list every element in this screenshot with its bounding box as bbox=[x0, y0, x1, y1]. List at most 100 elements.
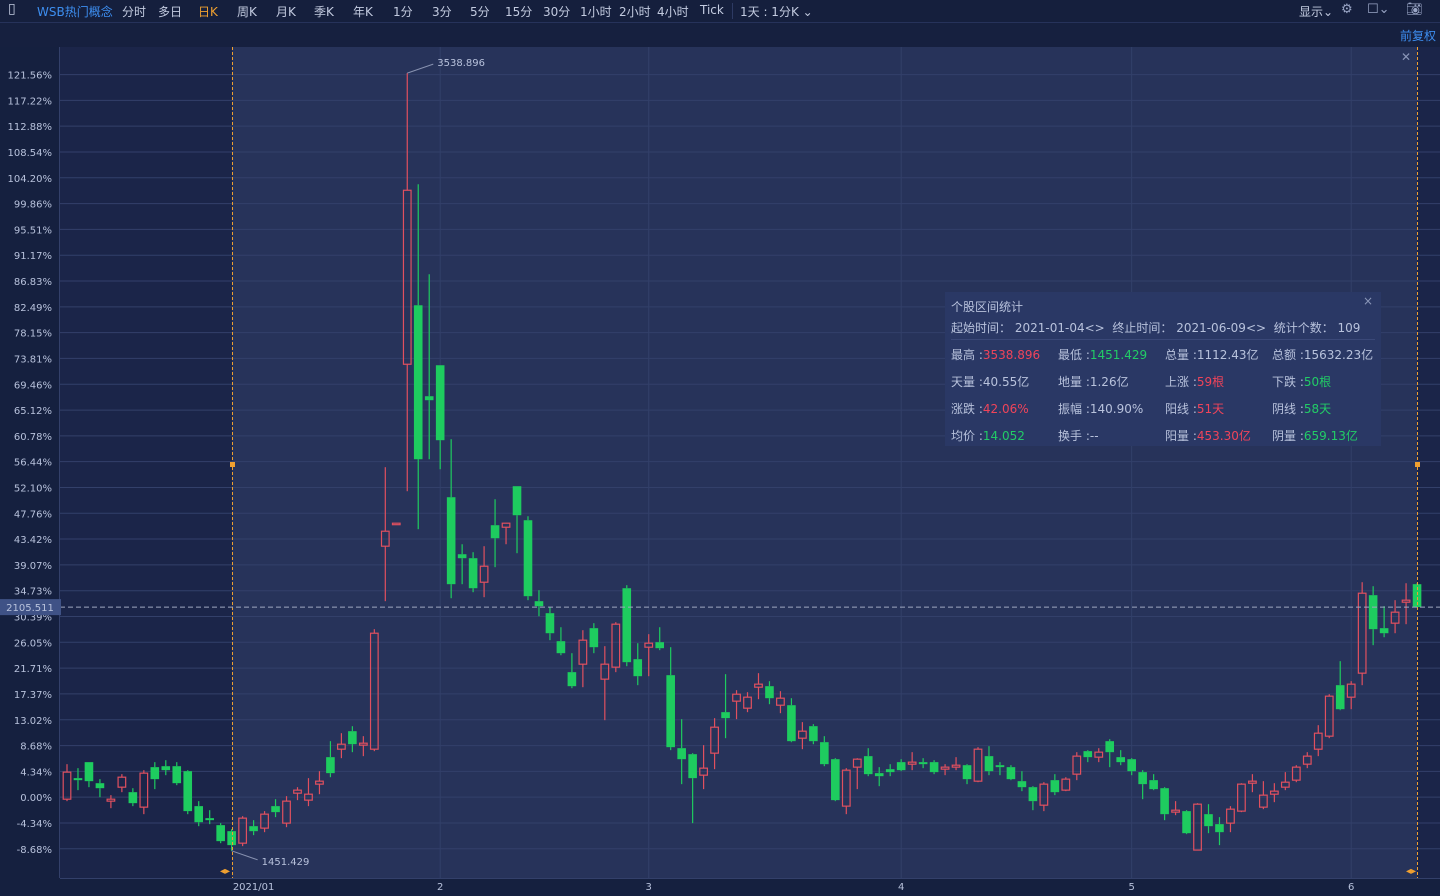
end-date[interactable]: 2021-06-09 bbox=[1176, 321, 1246, 335]
candle-body-up bbox=[1302, 755, 1312, 765]
selection-end-handle[interactable]: ◂▸ bbox=[1406, 866, 1417, 877]
candle bbox=[194, 801, 204, 827]
stat-label: 最高 : bbox=[951, 348, 983, 362]
candle bbox=[852, 758, 862, 790]
end-date-stepper-icon[interactable]: <> bbox=[1245, 321, 1267, 335]
y-tick-label: 26.05% bbox=[14, 638, 52, 649]
tab-period-tick[interactable]: Tick bbox=[700, 3, 724, 17]
candle bbox=[918, 758, 928, 769]
candle bbox=[666, 647, 675, 751]
candle-body-down bbox=[1379, 628, 1389, 634]
candle-body-up bbox=[1280, 781, 1290, 788]
candle bbox=[1302, 752, 1312, 769]
candle bbox=[1204, 804, 1213, 834]
candle bbox=[304, 778, 313, 807]
close-selection-icon[interactable]: ✕ bbox=[1401, 50, 1412, 64]
candle bbox=[1072, 752, 1082, 781]
candle bbox=[1248, 774, 1257, 793]
y-tick-label: 8.68% bbox=[20, 742, 52, 753]
chart-subbar: 前复权 bbox=[0, 23, 1440, 47]
candle bbox=[1335, 661, 1345, 711]
stat-value: 59根 bbox=[1196, 375, 1225, 389]
price-adjust-toggle[interactable]: 前复权 bbox=[1399, 29, 1436, 43]
stat-value: 40.55亿 bbox=[982, 375, 1030, 389]
tab-period-1hour[interactable]: 1小时 bbox=[580, 5, 612, 19]
tab-period-yearly[interactable]: 年K bbox=[353, 5, 373, 19]
candle-body-up bbox=[501, 522, 511, 528]
y-tick-label: 56.44% bbox=[14, 458, 52, 469]
stat-value: 1451.429 bbox=[1089, 348, 1148, 362]
camera-screenshot-icon[interactable]: 📷︎ bbox=[1406, 2, 1423, 17]
tab-period-5min[interactable]: 5分 bbox=[470, 5, 490, 19]
candle-body-up bbox=[776, 697, 785, 706]
selection-start-handle[interactable]: ◂▸ bbox=[220, 866, 231, 877]
stat-cell: 均价 :14.052 bbox=[951, 427, 1025, 444]
y-tick-label: 91.17% bbox=[14, 251, 52, 262]
candle-body-down bbox=[490, 525, 500, 539]
candle bbox=[567, 653, 577, 689]
settings-gear-icon[interactable]: ⚙ bbox=[1341, 2, 1353, 17]
start-date-stepper-icon[interactable]: <> bbox=[1084, 321, 1105, 335]
close-icon[interactable]: × bbox=[1362, 294, 1373, 308]
candle bbox=[841, 768, 851, 815]
candle-body-up bbox=[611, 623, 621, 668]
candle bbox=[732, 690, 741, 720]
display-menu[interactable]: 显示⌄ bbox=[1299, 5, 1334, 19]
candle-body-down bbox=[468, 558, 478, 589]
candle bbox=[776, 691, 785, 714]
tab-period-4hour[interactable]: 4小时 bbox=[657, 5, 689, 19]
candle bbox=[490, 499, 500, 568]
candle-body-down bbox=[1050, 780, 1060, 793]
stat-cell: 总量 :1112.43亿 bbox=[1165, 346, 1258, 363]
candle bbox=[216, 823, 225, 844]
candle-body-up bbox=[391, 522, 401, 526]
candle-body-down bbox=[874, 773, 884, 777]
interval-select[interactable]: 1天 : 1分K ⌄ bbox=[740, 5, 813, 19]
y-tick-label: 60.78% bbox=[14, 432, 52, 443]
candle-body-up bbox=[754, 683, 763, 688]
candle bbox=[534, 590, 544, 617]
tab-period-1min[interactable]: 1分 bbox=[393, 5, 413, 19]
candle-body-up bbox=[699, 767, 709, 776]
candle-body-down bbox=[962, 765, 972, 780]
candle bbox=[1083, 750, 1093, 763]
tab-period-multiday[interactable]: 多日 bbox=[158, 5, 183, 19]
candle bbox=[1050, 774, 1060, 796]
tab-period-quarterly[interactable]: 季K bbox=[314, 5, 334, 19]
candle bbox=[95, 779, 105, 798]
candle bbox=[644, 634, 654, 677]
candle-body-up bbox=[1193, 803, 1202, 851]
stats-divider bbox=[951, 339, 1375, 340]
stat-value: 140.90% bbox=[1089, 402, 1144, 416]
tab-period-monthly[interactable]: 月K bbox=[276, 5, 296, 19]
candle bbox=[1291, 765, 1301, 783]
tab-period-weekly[interactable]: 周K bbox=[237, 5, 257, 19]
candle-body-up bbox=[238, 817, 248, 844]
x-tick-label: 2021/01 bbox=[233, 882, 275, 893]
tab-period-fenshi[interactable]: 分时 bbox=[122, 5, 147, 19]
window-square-icon[interactable]: ☐⌄ bbox=[1367, 2, 1390, 17]
candle bbox=[402, 73, 412, 492]
stat-label: 换手 : bbox=[1058, 429, 1090, 443]
start-date[interactable]: 2021-01-04 bbox=[1014, 321, 1085, 335]
tab-period-15min[interactable]: 15分 bbox=[505, 5, 533, 19]
tab-period-30min[interactable]: 30分 bbox=[543, 5, 571, 19]
candle bbox=[1368, 586, 1378, 646]
candle bbox=[282, 796, 291, 828]
candle-body-down bbox=[446, 497, 456, 585]
candle bbox=[896, 759, 906, 772]
candle bbox=[754, 673, 763, 700]
tab-period-2hour[interactable]: 2小时 bbox=[619, 5, 651, 19]
stat-value: 3538.896 bbox=[982, 348, 1041, 362]
layout-toggle-icon[interactable]: ▯ bbox=[8, 1, 16, 17]
y-tick-label: 65.12% bbox=[14, 406, 52, 417]
y-tick-label: 21.71% bbox=[14, 664, 52, 675]
sector-name-link[interactable]: WSB热门概念 bbox=[37, 5, 113, 19]
candle-body-down bbox=[183, 771, 193, 812]
tab-period-3min[interactable]: 3分 bbox=[432, 5, 452, 19]
candle-body-down bbox=[1116, 757, 1125, 763]
tab-period-daily[interactable]: 日K bbox=[198, 5, 218, 19]
candle bbox=[172, 762, 182, 786]
candle bbox=[1237, 783, 1246, 813]
